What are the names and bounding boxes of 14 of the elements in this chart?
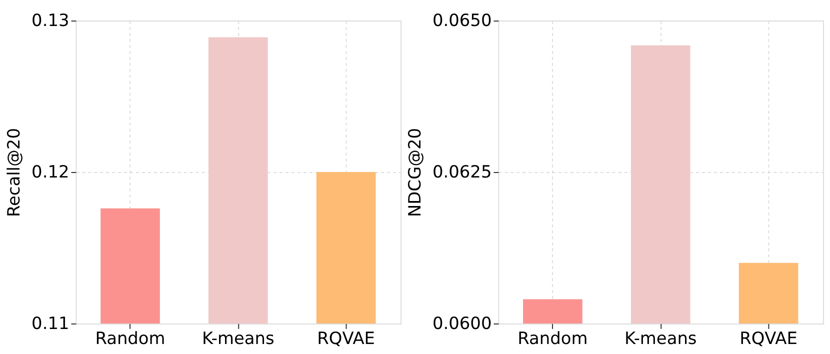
y-tick-label: 0.0650 bbox=[432, 10, 492, 30]
y-axis-title: NDCG@20 bbox=[404, 128, 424, 218]
x-tick-label: RQVAE bbox=[740, 328, 798, 348]
x-tick-label: K-means bbox=[624, 328, 697, 348]
x-tick-label: RQVAE bbox=[317, 328, 375, 348]
y-axis-title: Recall@20 bbox=[4, 128, 24, 217]
y-tick-label: 0.11 bbox=[32, 312, 70, 333]
x-tick-label: Random bbox=[95, 328, 166, 348]
y-tick-label: 0.12 bbox=[32, 161, 70, 182]
y-tick-label: 0.13 bbox=[32, 10, 70, 30]
y-tick-label: 0.0625 bbox=[432, 161, 492, 182]
y-tick-label: 0.0600 bbox=[432, 312, 492, 333]
x-tick-label: K-means bbox=[202, 328, 274, 348]
x-tick-label: Random bbox=[518, 328, 588, 348]
